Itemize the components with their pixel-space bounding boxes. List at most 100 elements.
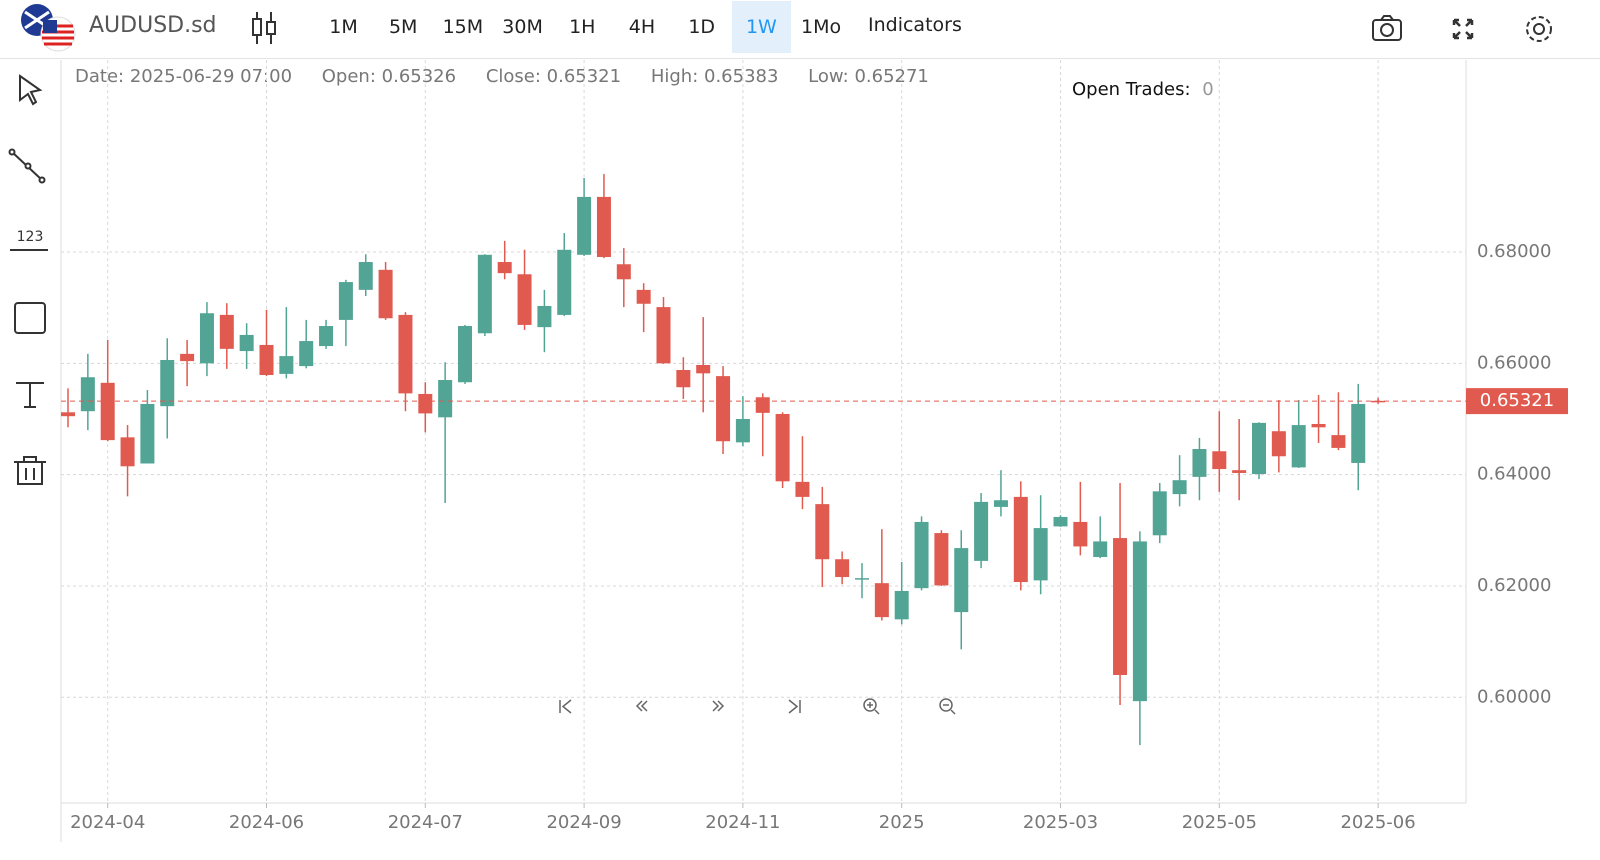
x-tick-label: 2025	[879, 812, 925, 833]
timeframe-button[interactable]: 30M	[502, 16, 543, 38]
line-tool[interactable]	[11, 151, 43, 181]
candle-body	[636, 289, 651, 304]
open-trades-count: 0	[1202, 79, 1214, 100]
candle-body	[656, 307, 671, 364]
info-label: Open:	[321, 66, 376, 87]
ohlc-info: Date: 2025-06-29 07:00 Open: 0.65326 Clo…	[75, 66, 953, 87]
candle-body	[140, 403, 155, 464]
candle-body	[1291, 425, 1306, 468]
nav-end[interactable]	[788, 699, 801, 714]
x-tick-label: 2024-06	[229, 812, 304, 833]
candle-body	[1252, 422, 1266, 475]
candle-body	[279, 356, 294, 374]
candle-body	[398, 314, 413, 394]
info-label: High:	[650, 66, 699, 87]
candle-body	[338, 282, 353, 320]
candle-body	[1113, 538, 1128, 675]
candle-body	[874, 583, 889, 618]
y-tick-label: 0.62000	[1477, 575, 1551, 596]
candle-body	[1212, 451, 1227, 470]
candle-body	[1232, 470, 1247, 473]
candle-body	[716, 376, 731, 442]
candle-body	[1331, 435, 1346, 448]
candle-body	[458, 326, 472, 383]
indicators-button[interactable]: Indicators	[868, 14, 962, 36]
candle-body	[319, 326, 334, 347]
timeframe-button[interactable]: 1M	[329, 16, 358, 38]
zoom-out[interactable]	[939, 698, 956, 715]
candle-body	[1013, 496, 1028, 583]
candle-body	[1172, 480, 1187, 495]
timeframe-button[interactable]: 1D	[688, 16, 716, 38]
timeframe-button[interactable]: 15M	[442, 16, 484, 38]
candle-body	[1132, 541, 1147, 702]
candle-body	[676, 370, 691, 388]
timeframe-button[interactable]: 1H	[569, 16, 596, 38]
nav-start[interactable]	[559, 699, 572, 714]
delete-tool[interactable]	[14, 456, 46, 485]
candle-body	[358, 262, 373, 290]
chart-type-button[interactable]	[249, 8, 279, 48]
nav-forward[interactable]	[712, 700, 725, 712]
timeframe-button[interactable]: 4H	[628, 16, 656, 38]
x-tick-label: 2025-05	[1182, 812, 1257, 833]
navigation-buttons	[559, 698, 956, 715]
timeframe-button[interactable]: 5M	[388, 16, 418, 38]
candle-body	[378, 269, 393, 319]
nav-back[interactable]	[635, 700, 648, 712]
candle-body	[100, 382, 115, 441]
info-value: 2025-06-29 07:00	[129, 66, 293, 87]
candle-body	[993, 500, 1008, 507]
candle-body	[299, 341, 314, 367]
y-tick-label: 0.60000	[1477, 686, 1551, 707]
candle-body	[1053, 516, 1068, 527]
y-tick-label: 0.64000	[1477, 464, 1551, 485]
symbol[interactable]: AUDUSD.sd	[89, 13, 217, 38]
candle-body	[577, 196, 592, 255]
candle-body	[914, 521, 929, 589]
candle-body	[497, 262, 512, 274]
candle-body	[1073, 521, 1088, 547]
timeframe-button[interactable]: 1Mo	[801, 16, 842, 38]
symbol-flags	[21, 4, 76, 52]
toolbar: AUDUSD.sd 1M 5M 15M 30M 1H 4H 1D 1W 1Mo Indicato…	[0, 0, 1600, 59]
last-price-box	[1466, 388, 1568, 415]
candle-body	[239, 334, 254, 352]
info-value: 0.65321	[546, 66, 622, 87]
zoom-in[interactable]	[863, 698, 880, 715]
plot-frame	[60, 60, 1467, 842]
candle-body	[815, 504, 830, 560]
candle-body	[974, 501, 989, 561]
cursor-tool[interactable]	[19, 74, 43, 106]
fullscreen-button[interactable]	[1452, 18, 1474, 40]
candle-body	[1271, 431, 1286, 457]
candle-body	[537, 305, 552, 328]
candle-body	[180, 353, 195, 362]
candle-body	[259, 344, 274, 376]
text-tool[interactable]	[16, 382, 44, 408]
candle-body	[735, 418, 750, 443]
candle-body	[61, 412, 75, 417]
toolbar-icons	[1372, 15, 1552, 42]
candle-body	[1192, 449, 1207, 477]
candle-body	[80, 377, 95, 412]
candle-body	[199, 313, 214, 364]
screenshot-button[interactable]	[1372, 15, 1402, 41]
x-tick-label: 2024-09	[546, 812, 621, 833]
candle-body	[219, 314, 234, 349]
number-tool[interactable]: 123	[17, 229, 44, 245]
candle-body	[1371, 400, 1386, 403]
rectangle-tool[interactable]	[14, 302, 46, 334]
timeframe-button[interactable]: 1W	[731, 1, 791, 53]
settings-button[interactable]	[1526, 16, 1552, 42]
candle-body	[557, 249, 572, 315]
candle-body	[954, 548, 969, 613]
candle-body	[1033, 528, 1048, 581]
x-tick-label: 2025-03	[1023, 812, 1098, 833]
open-trades-label: Open Trades:	[1072, 79, 1191, 100]
info-label: Date:	[75, 66, 125, 87]
candle-body	[795, 481, 810, 497]
x-tick-label: 2024-04	[70, 812, 145, 833]
